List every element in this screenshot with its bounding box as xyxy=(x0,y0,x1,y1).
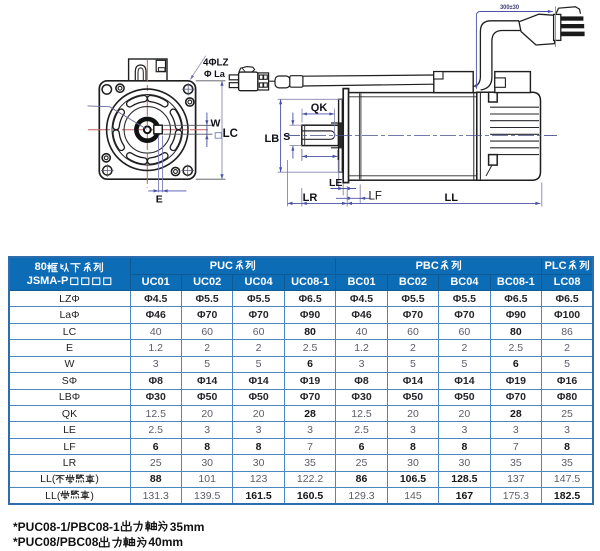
svg-text:LL: LL xyxy=(445,192,459,204)
svg-text:LF: LF xyxy=(369,191,382,203)
svg-text:S: S xyxy=(283,131,290,143)
svg-text:4ΦLZ: 4ΦLZ xyxy=(203,58,228,69)
svg-text:LC: LC xyxy=(223,128,238,140)
svg-text:LB: LB xyxy=(265,133,280,145)
svg-text:LR: LR xyxy=(303,192,318,204)
svg-text:Φ La: Φ La xyxy=(204,69,226,79)
svg-text:LE: LE xyxy=(329,177,342,189)
svg-text:QK: QK xyxy=(311,102,328,114)
svg-text:E: E xyxy=(156,193,163,205)
svg-text:W: W xyxy=(211,118,221,130)
svg-text:300±30: 300±30 xyxy=(500,4,519,11)
